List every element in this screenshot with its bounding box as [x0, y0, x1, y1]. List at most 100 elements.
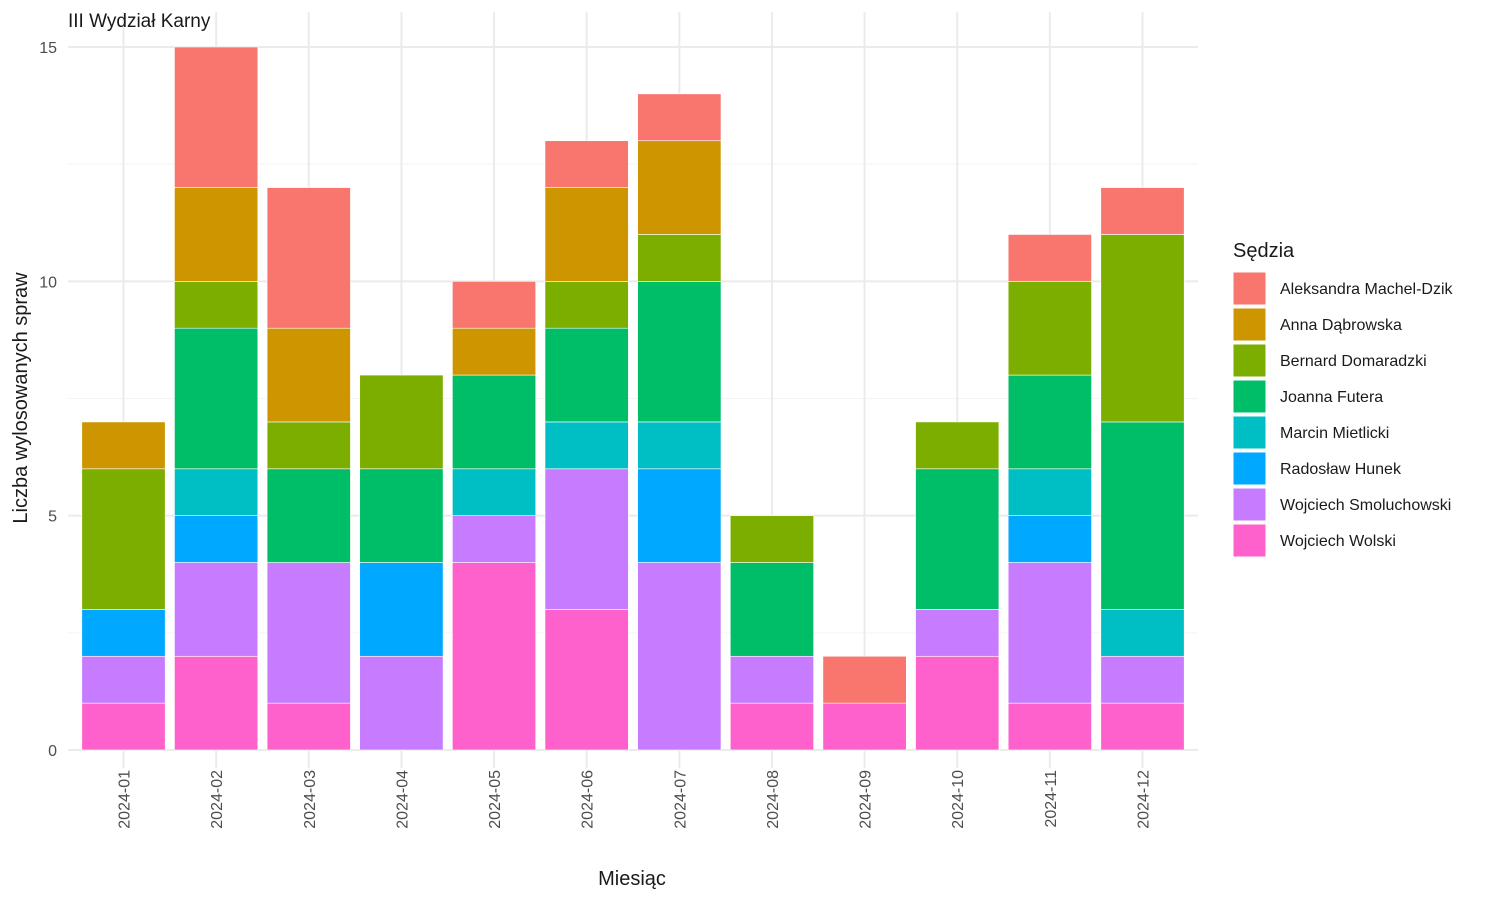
x-tick-label: 2024-09	[858, 770, 875, 829]
chart-title: III Wydział Karny	[68, 11, 211, 32]
x-axis-label: Miesiąc	[598, 868, 666, 890]
x-axis: 2024-01 2024-02 2024-03 2024-04 2024-05 2024-…	[117, 770, 1153, 829]
bar-segment	[359, 374, 444, 470]
bar-segment	[729, 702, 814, 751]
bar-segment	[729, 515, 814, 563]
bar-segment	[1100, 655, 1185, 704]
bar-segment	[544, 468, 629, 610]
bar-segment	[915, 421, 1000, 470]
legend-key	[1232, 523, 1267, 558]
bar-segment	[544, 187, 629, 282]
x-tick-label: 2024-12	[1136, 770, 1153, 829]
bar-segment	[637, 281, 722, 423]
bar-segment	[266, 187, 351, 329]
bar-segment	[174, 562, 259, 657]
legend-label: Wojciech Smoluchowski	[1280, 497, 1451, 514]
bar-segment	[81, 468, 166, 610]
legend-key	[1232, 487, 1267, 522]
legend-label: Aleksandra Machel-Dzik	[1280, 281, 1454, 298]
bar-segment	[1007, 281, 1092, 376]
bar-segment	[452, 515, 537, 563]
legend-label: Radosław Hunek	[1280, 461, 1402, 478]
x-tick-label: 2024-04	[394, 770, 411, 829]
bar-segment	[1007, 702, 1092, 751]
bar-segment	[915, 468, 1000, 610]
bars	[81, 46, 1185, 751]
bar-segment	[637, 421, 722, 470]
bar-segment	[637, 234, 722, 282]
bar-segment	[1100, 234, 1185, 423]
x-tick-label: 2024-11	[1043, 770, 1060, 828]
bar-segment	[637, 468, 722, 563]
bar-segment	[174, 187, 259, 282]
bar-segment	[174, 327, 259, 470]
bar-segment	[359, 655, 444, 751]
y-tick-label: 10	[39, 274, 57, 291]
bar-segment	[915, 609, 1000, 657]
legend-key	[1232, 271, 1267, 306]
legend-label: Joanna Futera	[1280, 389, 1383, 406]
bar-segment	[544, 140, 629, 188]
bar-segment	[452, 281, 537, 329]
x-tick-label: 2024-03	[302, 770, 319, 829]
bar-segment	[174, 468, 259, 516]
bar-segment	[81, 655, 166, 704]
y-tick-label: 15	[39, 40, 57, 57]
bar-segment	[544, 281, 629, 329]
bar-segment	[637, 93, 722, 142]
bar-segment	[1100, 187, 1185, 235]
legend-key	[1232, 307, 1267, 342]
bar-segment	[174, 281, 259, 329]
legend-key	[1232, 343, 1267, 378]
bar-segment	[174, 515, 259, 563]
bar-segment	[1100, 421, 1185, 610]
legend-label: Wojciech Wolski	[1280, 533, 1396, 550]
bar-segment	[544, 421, 629, 470]
bar-segment	[729, 562, 814, 657]
legend: Sędzia Aleksandra Machel-Dzik Anna Dąbrow…	[1232, 240, 1454, 558]
y-tick-label: 0	[48, 743, 57, 760]
legend-key	[1232, 415, 1267, 450]
bar-segment	[81, 421, 166, 470]
legend-key	[1232, 451, 1267, 486]
bar-segment	[1100, 609, 1185, 657]
bar-segment	[915, 655, 1000, 751]
bar-segment	[81, 702, 166, 751]
legend-label: Anna Dąbrowska	[1280, 317, 1402, 334]
bar-segment	[452, 327, 537, 376]
bar-segment	[1007, 515, 1092, 563]
legend-key	[1232, 379, 1267, 414]
bar-segment	[266, 468, 351, 563]
y-axis-label: Liczba wylosowanych spraw	[10, 272, 32, 524]
bar-segment	[452, 562, 537, 751]
bar-segment	[452, 468, 537, 516]
x-tick-label: 2024-07	[672, 770, 689, 829]
x-tick-label: 2024-01	[117, 770, 134, 829]
x-tick-label: 2024-05	[487, 770, 504, 829]
bar-segment	[1007, 562, 1092, 704]
y-axis: 0 5 10 15	[39, 40, 57, 760]
bar-segment	[822, 655, 907, 704]
bar-segment	[174, 655, 259, 751]
legend-title: Sędzia	[1233, 240, 1295, 262]
bar-segment	[637, 140, 722, 235]
bar-segment	[359, 562, 444, 657]
bar-segment	[359, 468, 444, 563]
bar-segment	[544, 609, 629, 751]
bar-segment	[1007, 374, 1092, 470]
bar-segment	[266, 562, 351, 704]
legend-label: Bernard Domaradzki	[1280, 353, 1427, 370]
bar-segment	[1100, 702, 1185, 751]
bar-segment	[266, 702, 351, 751]
bar-segment	[452, 374, 537, 470]
bar-segment	[822, 702, 907, 751]
bar-segment	[174, 46, 259, 188]
bar-segment	[729, 655, 814, 704]
bar-segment	[266, 327, 351, 423]
bar-segment	[1007, 234, 1092, 282]
x-tick-label: 2024-10	[950, 770, 967, 829]
x-tick-label: 2024-08	[765, 770, 782, 829]
bar-segment	[544, 327, 629, 423]
x-tick-label: 2024-02	[209, 770, 226, 829]
